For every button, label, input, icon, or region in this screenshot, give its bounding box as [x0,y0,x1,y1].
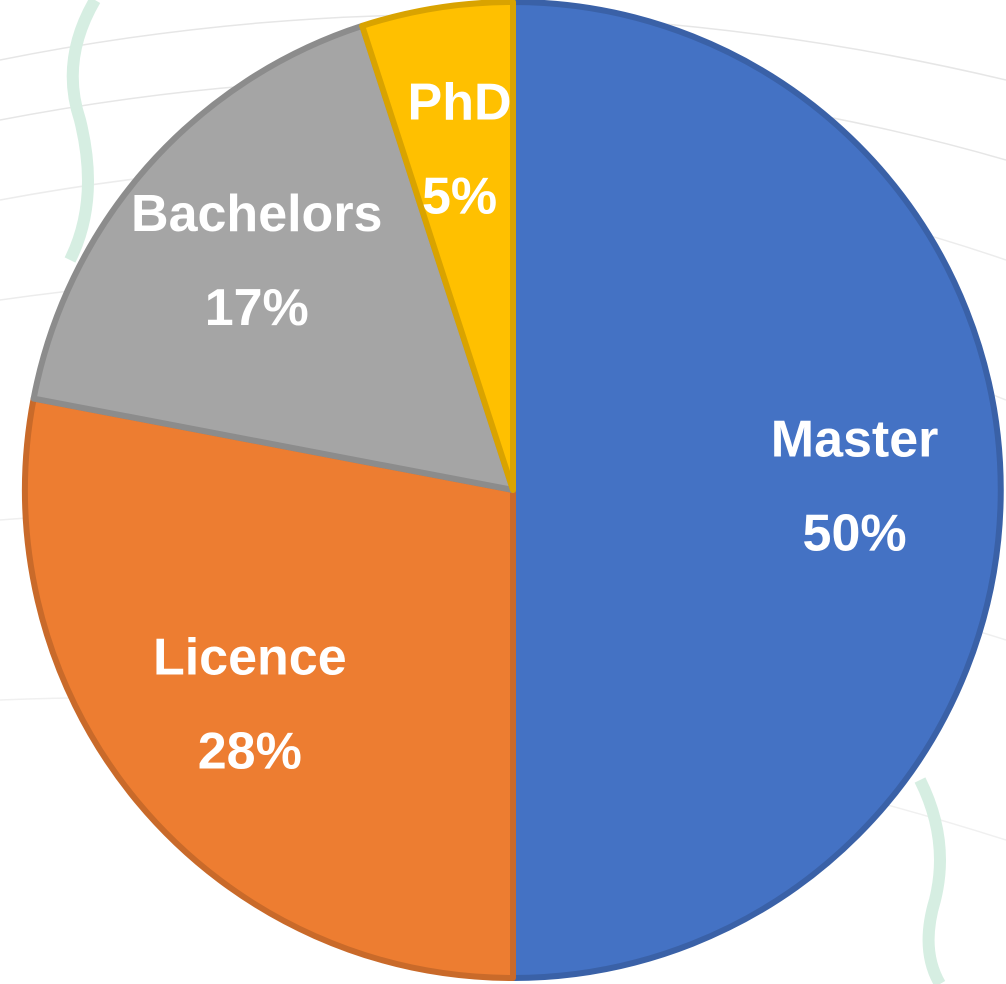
slice-category-label: Master [771,411,939,469]
slice-category-label: PhD [408,73,512,131]
pie [25,2,1001,978]
slice-value-label: 5% [422,167,497,225]
slice-category-label: Bachelors [131,185,382,243]
pie-slice [25,399,513,978]
slice-value-label: 17% [205,279,309,337]
slice-value-label: 28% [198,722,302,780]
slice-value-label: 50% [803,505,907,563]
pie-slice [513,2,1001,978]
chart: Master 50% Licence 28% Bachelors 17% PhD 5% [0,0,1006,984]
slice-category-label: Licence [153,628,347,686]
